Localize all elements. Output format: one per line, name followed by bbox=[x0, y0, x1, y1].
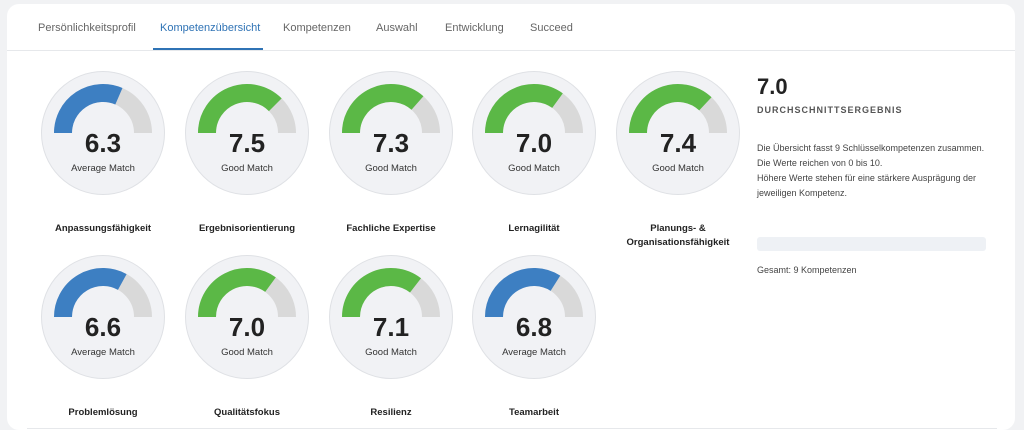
bottom-divider bbox=[27, 428, 997, 429]
competency-label: Anpassungsfähigkeit bbox=[54, 223, 152, 234]
summary-line-1: Die Übersicht fasst 9 Schlüsselkompetenz… bbox=[757, 143, 985, 153]
competency-overview-card: Persönlichkeitsprofil Kompetenzübersicht… bbox=[7, 4, 1015, 430]
competency-label: Planungs- & Organisationsfähigkeit bbox=[626, 223, 730, 248]
competency-label: Fachliche Expertise bbox=[346, 223, 436, 234]
gauge-value: 6.3 bbox=[84, 128, 122, 158]
gauge-match-caption: Average Match bbox=[502, 347, 566, 358]
gauge-match-caption: Average Match bbox=[71, 163, 135, 174]
gauge-fill bbox=[198, 84, 282, 134]
gauge-fill bbox=[342, 268, 422, 318]
gauge-value: 7.0 bbox=[515, 128, 553, 158]
gauge-match-caption: Average Match bbox=[71, 347, 135, 358]
tab-auswahl[interactable]: Auswahl bbox=[376, 22, 418, 34]
gauge-dial bbox=[185, 255, 309, 379]
gauge-value: 6.6 bbox=[84, 312, 122, 342]
competency-label: Resilienz bbox=[370, 407, 412, 418]
summary-line-2: Die Werte reichen von 0 bis 10. bbox=[757, 158, 883, 168]
gauge-dial bbox=[329, 255, 453, 379]
gauge-match-caption: Good Match bbox=[221, 347, 273, 358]
summary-line-3: Höhere Werte stehen für eine stärkere Au… bbox=[757, 173, 976, 198]
gauge-card: 7.3 Good Match Fachliche Expertise bbox=[328, 70, 468, 240]
gauge-card: 6.3 Average Match Anpassungsfähigkeit bbox=[40, 70, 180, 240]
tab-persoenlichkeitsprofil[interactable]: Persönlichkeitsprofil bbox=[38, 22, 136, 34]
gauge-fill bbox=[54, 268, 127, 318]
gauge-fill bbox=[342, 84, 424, 134]
tab-kompetenzen[interactable]: Kompetenzen bbox=[283, 22, 351, 34]
gauge-value: 7.1 bbox=[372, 312, 410, 342]
gauge-fill bbox=[485, 84, 563, 134]
gauge-dial bbox=[41, 71, 165, 195]
gauge-value: 7.4 bbox=[659, 128, 697, 158]
gauge-dial bbox=[472, 71, 596, 195]
gauge-match-caption: Good Match bbox=[508, 163, 560, 174]
average-score-title: DURCHSCHNITTSERGEBNIS bbox=[757, 105, 903, 115]
gauge-dial bbox=[329, 71, 453, 195]
competency-label: Ergebnisorientierung bbox=[198, 223, 296, 234]
gauge-value: 7.3 bbox=[372, 128, 410, 158]
tab-bar: Persönlichkeitsprofil Kompetenzübersicht… bbox=[7, 4, 1015, 51]
gauge-dial bbox=[616, 71, 740, 195]
tab-kompetenzuebersicht[interactable]: Kompetenzübersicht bbox=[160, 22, 261, 34]
total-competencies: Gesamt: 9 Kompetenzen bbox=[757, 265, 857, 275]
gauge-fill bbox=[485, 268, 561, 318]
competency-label: Teamarbeit bbox=[509, 407, 559, 418]
gauge-match-caption: Good Match bbox=[365, 163, 417, 174]
average-score: 7.0 bbox=[757, 74, 788, 99]
gauge-value: 6.8 bbox=[515, 312, 553, 342]
summary-progress-bar bbox=[757, 237, 986, 251]
gauge-value: 7.5 bbox=[228, 128, 266, 158]
gauge-dial bbox=[185, 71, 309, 195]
gauge-card: 7.1 Good Match Resilienz bbox=[328, 254, 468, 424]
competency-label: Qualitätsfokus bbox=[214, 407, 280, 418]
gauge-fill bbox=[629, 84, 712, 134]
gauge-dial bbox=[41, 255, 165, 379]
gauge-fill bbox=[198, 268, 276, 318]
gauge-card: 6.8 Average Match Teamarbeit bbox=[471, 254, 611, 424]
gauge-dial bbox=[472, 255, 596, 379]
competency-label: Lernagilität bbox=[508, 223, 560, 234]
gauge-fill bbox=[54, 84, 123, 134]
active-tab-indicator bbox=[153, 48, 263, 50]
gauge-match-caption: Good Match bbox=[221, 163, 273, 174]
tab-succeed[interactable]: Succeed bbox=[530, 22, 573, 34]
summary-description: Die Übersicht fasst 9 Schlüsselkompetenz… bbox=[757, 141, 997, 201]
gauge-value: 7.0 bbox=[228, 312, 266, 342]
competency-label: Problemlösung bbox=[68, 407, 138, 418]
gauge-match-caption: Good Match bbox=[652, 163, 704, 174]
gauge-card: 7.0 Good Match Qualitätsfokus bbox=[184, 254, 324, 424]
gauge-card: 7.4 Good Match Planungs- & Organisationsfä… bbox=[615, 70, 755, 248]
gauge-card: 6.6 Average Match Problemlösung bbox=[40, 254, 180, 424]
tab-entwicklung[interactable]: Entwicklung bbox=[445, 22, 504, 34]
gauge-match-caption: Good Match bbox=[365, 347, 417, 358]
gauge-card: 7.0 Good Match Lernagilität bbox=[471, 70, 611, 240]
gauge-card: 7.5 Good Match Ergebnisorientierung bbox=[184, 70, 324, 240]
